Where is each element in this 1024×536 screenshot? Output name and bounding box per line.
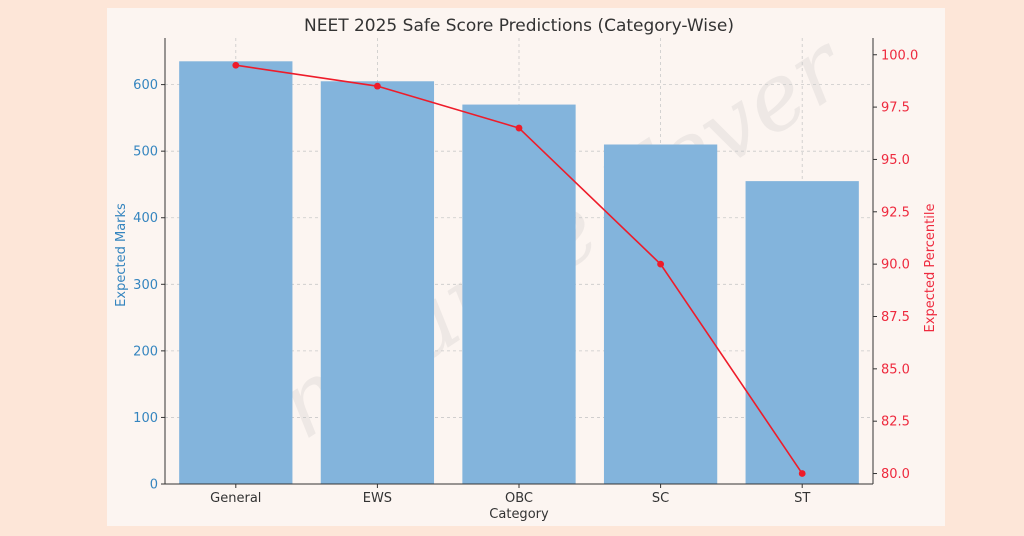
x-tick-label: OBC bbox=[505, 491, 533, 506]
y-tick-label: 300 bbox=[133, 278, 158, 293]
y2-tick-label: 97.5 bbox=[881, 101, 910, 116]
y2-tick-label: 92.5 bbox=[881, 205, 910, 220]
bar bbox=[462, 104, 576, 484]
bar-series bbox=[179, 61, 859, 485]
y-axis-label: Expected Marks bbox=[114, 203, 129, 307]
x-tick-label: EWS bbox=[363, 491, 392, 506]
bar bbox=[603, 144, 718, 485]
y2-tick-label: 85.0 bbox=[881, 362, 910, 377]
y-tick-label: 500 bbox=[133, 145, 158, 160]
y-tick-label: 100 bbox=[133, 411, 158, 426]
chart-card: Entrance Fever 010020030040050060080.082… bbox=[107, 8, 945, 526]
data-point bbox=[374, 82, 381, 90]
data-point bbox=[657, 260, 664, 268]
data-point bbox=[798, 470, 806, 477]
bar bbox=[745, 181, 859, 485]
y2-tick-label: 100.0 bbox=[881, 48, 918, 63]
y-tick-label: 400 bbox=[133, 211, 158, 226]
bar bbox=[320, 81, 435, 485]
chart-title: NEET 2025 Safe Score Predictions (Catego… bbox=[304, 16, 734, 36]
y-tick-label: 600 bbox=[133, 78, 158, 93]
chart: Entrance Fever 010020030040050060080.082… bbox=[114, 12, 938, 522]
y2-tick-label: 82.5 bbox=[881, 415, 910, 430]
data-point bbox=[232, 61, 240, 69]
y-tick-label: 200 bbox=[133, 344, 158, 359]
bar bbox=[179, 61, 293, 484]
x-tick-label: ST bbox=[794, 491, 810, 506]
axes: 0 100 200 300 400 500 600 80.0 82.5 85.0 87.5 90.0 9… bbox=[133, 38, 918, 506]
y-tick-label: 0 bbox=[150, 478, 158, 493]
line-series bbox=[232, 61, 806, 477]
y2-tick-label: 90.0 bbox=[881, 258, 910, 273]
y2-axis-label: Expected Percentile bbox=[923, 204, 938, 333]
x-tick-label: SC bbox=[652, 491, 669, 506]
data-point bbox=[515, 124, 523, 132]
x-axis-label: Category bbox=[489, 507, 549, 522]
y2-tick-label: 95.0 bbox=[881, 153, 910, 168]
y2-tick-label: 80.0 bbox=[881, 467, 910, 482]
y2-tick-label: 87.5 bbox=[881, 310, 910, 325]
x-tick-label: General bbox=[210, 491, 261, 506]
